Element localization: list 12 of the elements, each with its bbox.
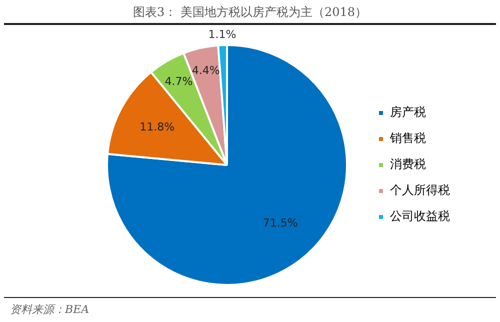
data-label: 4.7% <box>164 74 193 88</box>
legend-label: 房产税 <box>390 105 426 120</box>
data-label: 1.1% <box>208 28 236 41</box>
data-label: 71.5% <box>262 216 298 230</box>
legend-label: 个人所得税 <box>390 183 450 198</box>
legend-label: 公司收益税 <box>390 209 450 224</box>
chart-title: 图表3： 美国地方税以房产税为主（2018） <box>132 4 368 21</box>
text: 资料来源：BEA <box>10 302 90 317</box>
legend-label: 消费税 <box>390 157 426 172</box>
data-label: 11.8% <box>140 120 175 134</box>
data-label: 4.4% <box>192 64 220 78</box>
legend-label: 销售税 <box>389 131 426 146</box>
